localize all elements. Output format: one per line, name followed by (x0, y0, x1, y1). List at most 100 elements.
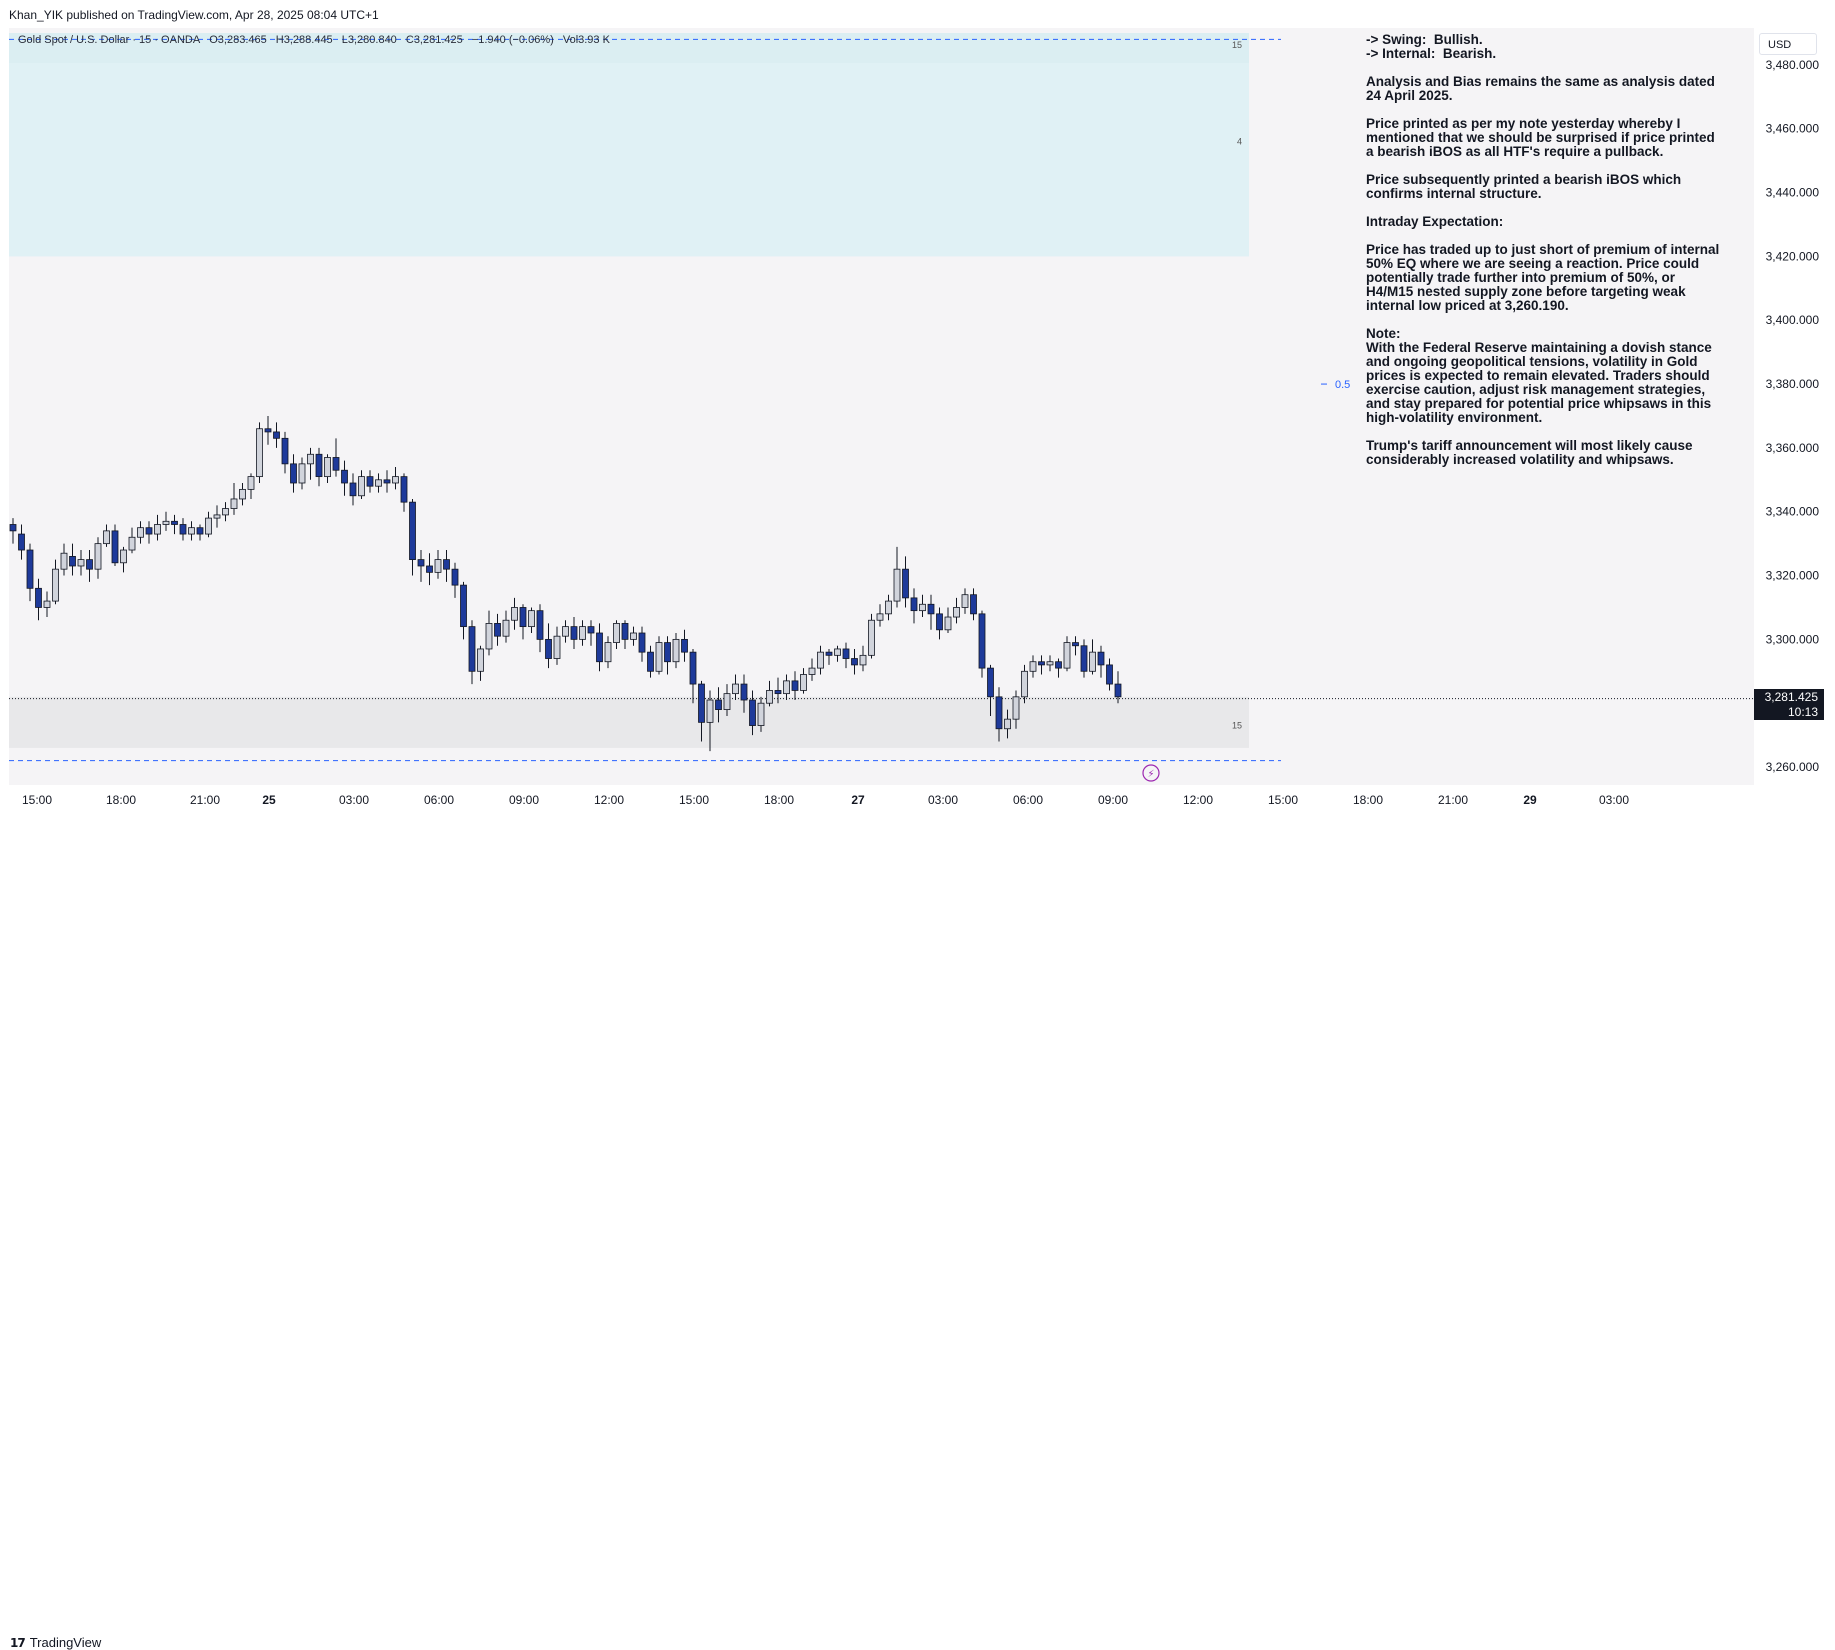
candle-down (341, 469, 348, 484)
y-tick-label: 3,440.000 (1766, 186, 1820, 200)
x-tick-label: 15:00 (22, 793, 52, 807)
y-tick-label: 3,400.000 (1766, 313, 1820, 327)
x-tick-label: 29 (1523, 793, 1537, 807)
y-tick-label: 3,260.000 (1766, 760, 1820, 774)
tradingview-logo[interactable]: 𝟭𝟳 TradingView (10, 1635, 101, 1650)
price-scale[interactable] (1754, 28, 1824, 785)
candle-down (851, 658, 858, 666)
alert-icon[interactable] (1142, 764, 1160, 782)
candle-down (400, 476, 408, 503)
y-tick-label: 3,300.000 (1766, 632, 1820, 646)
candle-down (689, 651, 697, 685)
candle-up (808, 667, 816, 675)
price-chart[interactable]: 154150.5⚡3,260.0003,280.0003,300.0003,32… (9, 28, 1824, 813)
x-tick-label: 25 (262, 793, 276, 807)
candle-down (281, 437, 289, 465)
publisher-line: Khan_YIK published on TradingView.com, A… (9, 8, 379, 22)
candle-down (587, 626, 595, 634)
candle-down (145, 527, 153, 535)
footer: 𝟭𝟳 TradingView (0, 813, 1835, 1650)
candle-up (783, 680, 790, 695)
candle-up (205, 517, 212, 535)
candle-up (222, 508, 229, 516)
candle-down (1055, 661, 1062, 669)
candle-down (536, 610, 544, 640)
legend-symbol[interactable]: Gold Spot / U.S. Dollar · 15 · OANDA (18, 34, 201, 46)
candle-down (196, 527, 204, 535)
candle-up (120, 549, 127, 564)
candle-up (1012, 696, 1020, 720)
candle-up (392, 476, 399, 484)
candle-up (1063, 642, 1071, 669)
candle-up (1046, 661, 1054, 666)
candle-down (179, 524, 187, 535)
candle-down (494, 623, 501, 637)
analysis-paragraph: -> Swing: Bullish. -> Internal: Bearish. (1366, 32, 1497, 61)
candle-down (902, 568, 909, 599)
time-scale[interactable] (9, 785, 1824, 813)
candle-up (876, 613, 884, 621)
analysis-paragraph: Price printed as per my note yesterday w… (1366, 116, 1719, 159)
candle-down (460, 584, 467, 628)
candle-down (264, 428, 272, 433)
supply-zone-tf-label: 15 (1232, 40, 1242, 50)
x-tick-label: 18:00 (1353, 793, 1383, 807)
candle-down (791, 680, 799, 691)
candle-up (213, 514, 221, 519)
candle-up (52, 568, 59, 602)
chart-area[interactable]: 154150.5⚡3,260.0003,280.0003,300.0003,32… (9, 28, 1824, 813)
candle-up (817, 651, 824, 669)
x-tick-label: 15:00 (1268, 793, 1298, 807)
candle-down (409, 501, 416, 560)
supply-zone-top-band (9, 33, 1249, 63)
header-bar: Khan_YIK published on TradingView.com, A… (0, 0, 1835, 28)
candle-down (596, 632, 603, 663)
candle-up (953, 607, 960, 618)
candle-down (664, 642, 671, 663)
candle-down (69, 556, 76, 567)
candle-down (417, 559, 425, 567)
candle-up (1004, 718, 1011, 730)
candle-up (188, 527, 195, 535)
candle-up (1089, 651, 1096, 672)
candle-up (477, 648, 484, 672)
candle-up (944, 616, 952, 631)
candle-up (885, 600, 892, 615)
currency-button[interactable]: USD (1759, 33, 1817, 55)
candle-down (1072, 642, 1079, 647)
candle-down (987, 667, 994, 698)
supply-zone-sub-label: 4 (1237, 137, 1242, 147)
analysis-paragraph: Note: With the Federal Reserve maintaini… (1366, 326, 1712, 425)
candle-down (468, 626, 476, 672)
candle-down (970, 594, 977, 615)
candle-up (706, 699, 714, 723)
y-tick-label: 3,460.000 (1766, 122, 1820, 136)
candle-down (681, 638, 688, 653)
analysis-paragraph: Intraday Expectation: (1366, 214, 1504, 229)
x-tick-label: 06:00 (424, 793, 454, 807)
y-tick-label: 3,340.000 (1766, 505, 1820, 519)
candle-up (162, 520, 170, 525)
eq-label: 0.5 (1335, 379, 1350, 391)
candle-down (936, 613, 943, 631)
x-tick-label: 06:00 (1013, 793, 1043, 807)
candle-up (655, 642, 663, 672)
candle-up (1021, 670, 1028, 698)
candle-down (1097, 651, 1105, 666)
y-tick-label: 3,380.000 (1766, 377, 1820, 391)
candle-down (443, 559, 450, 570)
candle-up (239, 488, 246, 500)
candle-down (621, 623, 629, 640)
candle-down (1038, 661, 1045, 666)
candle-up (137, 527, 144, 538)
legend-open: O3,283.465 (209, 34, 267, 46)
candle-up (43, 600, 51, 608)
x-tick-label: 21:00 (190, 793, 220, 807)
candle-down (978, 613, 986, 669)
x-tick-label: 12:00 (1183, 793, 1213, 807)
x-tick-label: 15:00 (679, 793, 709, 807)
analysis-paragraph: Price subsequently printed a bearish iBO… (1366, 172, 1685, 201)
candle-up (579, 626, 586, 640)
candle-down (749, 699, 756, 726)
legend-low: L3,280.840 (341, 34, 397, 46)
